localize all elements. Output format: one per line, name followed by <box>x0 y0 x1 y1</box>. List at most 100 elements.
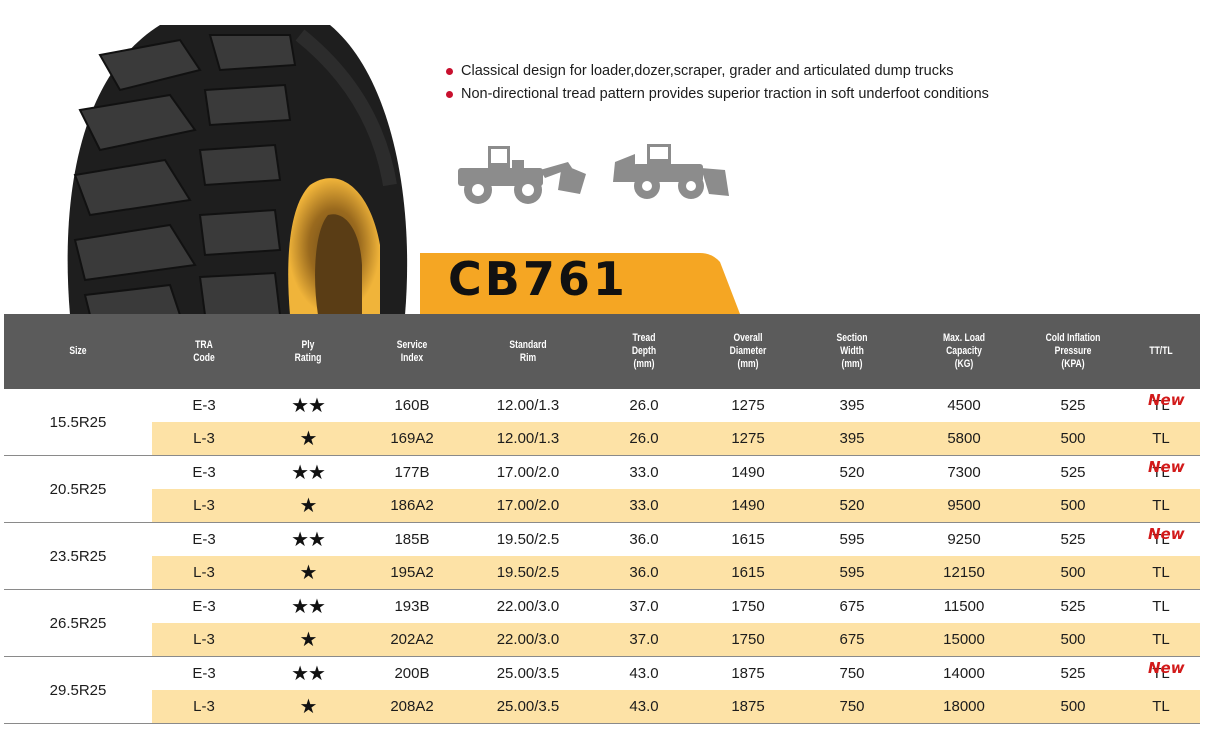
diameter-cell: 1275 <box>696 430 800 447</box>
model-banner <box>420 253 740 314</box>
size-group: 23.5R25 E-3 ★★ 185B 19.50/2.5 36.0 1615 595 9250… <box>4 523 1200 590</box>
feature-text: Non-directional tread pattern provides s… <box>461 86 989 102</box>
diameter-value: 1490 <box>731 497 765 514</box>
rim-value: 12.00/1.3 <box>496 397 560 414</box>
load-value: 18000 <box>943 698 985 715</box>
rim-value: 25.00/3.5 <box>496 665 560 682</box>
new-badge: New <box>1148 659 1185 677</box>
ply-value: ★ <box>299 562 318 584</box>
tttl-value: TL <box>1152 497 1170 514</box>
load-cell: 15000 <box>904 631 1024 648</box>
table-row: L-3 ★ 202A2 22.00/3.0 37.0 1750 675 15000 500 TL <box>152 623 1200 656</box>
ply-cell: ★★ <box>256 460 360 485</box>
ply-cell: ★★ <box>256 527 360 552</box>
rim-value: 17.00/2.0 <box>496 497 560 514</box>
tread-value: 36.0 <box>629 564 659 581</box>
pressure-value: 525 <box>1060 531 1086 548</box>
diameter-value: 1875 <box>731 665 765 682</box>
ply-cell: ★★ <box>256 661 360 686</box>
tread-value: 43.0 <box>629 698 659 715</box>
pressure-cell: 525 <box>1024 397 1122 414</box>
width-value: 675 <box>839 631 865 648</box>
pressure-cell: 500 <box>1024 497 1122 514</box>
service-value: 160B <box>394 397 430 414</box>
column-header: Service Index <box>396 338 428 364</box>
size-cell: 26.5R25 <box>4 590 152 656</box>
ply-cell: ★★ <box>256 594 360 619</box>
tttl-value: TL <box>1152 430 1170 447</box>
tread-value: 37.0 <box>629 598 659 615</box>
tra-value: E-3 <box>192 464 216 481</box>
load-value: 5800 <box>947 430 981 447</box>
load-cell: 9500 <box>904 497 1024 514</box>
pressure-value: 525 <box>1060 665 1086 682</box>
tra-cell: L-3 <box>152 430 256 447</box>
tra-cell: L-3 <box>152 631 256 648</box>
ply-cell: ★ <box>256 560 360 585</box>
tread-cell: 36.0 <box>592 564 696 581</box>
pressure-value: 500 <box>1060 564 1086 581</box>
service-cell: 177B <box>360 464 464 481</box>
tttl-cell: TL <box>1122 497 1200 514</box>
tra-value: L-3 <box>193 430 215 447</box>
width-value: 595 <box>839 531 865 548</box>
diameter-cell: 1875 <box>696 698 800 715</box>
width-value: 395 <box>839 430 865 447</box>
ply-value: ★ <box>299 495 318 517</box>
load-cell: 12150 <box>904 564 1024 581</box>
tttl-cell: TL <box>1122 698 1200 715</box>
new-badge: New <box>1148 458 1185 476</box>
load-cell: 7300 <box>904 464 1024 481</box>
table-row: L-3 ★ 186A2 17.00/2.0 33.0 1490 520 9500 500 TL <box>152 489 1200 522</box>
service-value: 186A2 <box>390 497 434 514</box>
load-cell: 5800 <box>904 430 1024 447</box>
tttl-cell: TL <box>1122 631 1200 648</box>
width-cell: 750 <box>800 665 904 682</box>
tra-value: E-3 <box>192 665 216 682</box>
tttl-cell: TL <box>1122 598 1200 615</box>
ply-cell: ★ <box>256 426 360 451</box>
tttl-cell: TL New <box>1122 391 1200 414</box>
rim-cell: 12.00/1.3 <box>464 430 592 447</box>
table-row: E-3 ★★ 160B 12.00/1.3 26.0 1275 395 4500 525 TL Ne… <box>152 389 1200 422</box>
tra-value: E-3 <box>192 531 216 548</box>
size-cell: 15.5R25 <box>4 389 152 455</box>
tttl-value: TL <box>1152 665 1170 682</box>
tra-value: L-3 <box>193 631 215 648</box>
service-cell: 186A2 <box>360 497 464 514</box>
tttl-value: TL <box>1152 464 1170 481</box>
service-value: 193B <box>394 598 430 615</box>
width-cell: 595 <box>800 564 904 581</box>
feature-item: Classical design for loader,dozer,scrape… <box>446 60 989 83</box>
tttl-cell: TL New <box>1122 525 1200 548</box>
diameter-value: 1750 <box>731 598 765 615</box>
feature-item: Non-directional tread pattern provides s… <box>446 83 989 106</box>
pressure-cell: 525 <box>1024 464 1122 481</box>
tttl-value: TL <box>1152 598 1170 615</box>
tread-cell: 33.0 <box>592 497 696 514</box>
width-cell: 520 <box>800 464 904 481</box>
ply-value: ★★ <box>291 529 326 551</box>
tra-value: E-3 <box>192 397 216 414</box>
tra-cell: E-3 <box>152 464 256 481</box>
rim-cell: 17.00/2.0 <box>464 464 592 481</box>
tread-value: 37.0 <box>629 631 659 648</box>
pressure-cell: 525 <box>1024 598 1122 615</box>
rim-value: 12.00/1.3 <box>496 430 560 447</box>
rim-value: 17.00/2.0 <box>496 464 560 481</box>
service-cell: 185B <box>360 531 464 548</box>
load-cell: 9250 <box>904 531 1024 548</box>
column-header: Cold Inflation Pressure (KPA) <box>1045 332 1101 370</box>
load-value: 11500 <box>943 598 985 615</box>
spec-table: Size TRA Code Ply Rating Service Index Stand… <box>4 314 1200 724</box>
pressure-cell: 500 <box>1024 430 1122 447</box>
tread-cell: 26.0 <box>592 397 696 414</box>
pressure-value: 500 <box>1060 497 1086 514</box>
load-value: 9500 <box>947 497 981 514</box>
pressure-cell: 525 <box>1024 665 1122 682</box>
width-cell: 395 <box>800 430 904 447</box>
column-header: Max. Load Capacity (KG) <box>943 332 985 370</box>
tttl-cell: TL <box>1122 564 1200 581</box>
width-cell: 750 <box>800 698 904 715</box>
service-cell: 208A2 <box>360 698 464 715</box>
